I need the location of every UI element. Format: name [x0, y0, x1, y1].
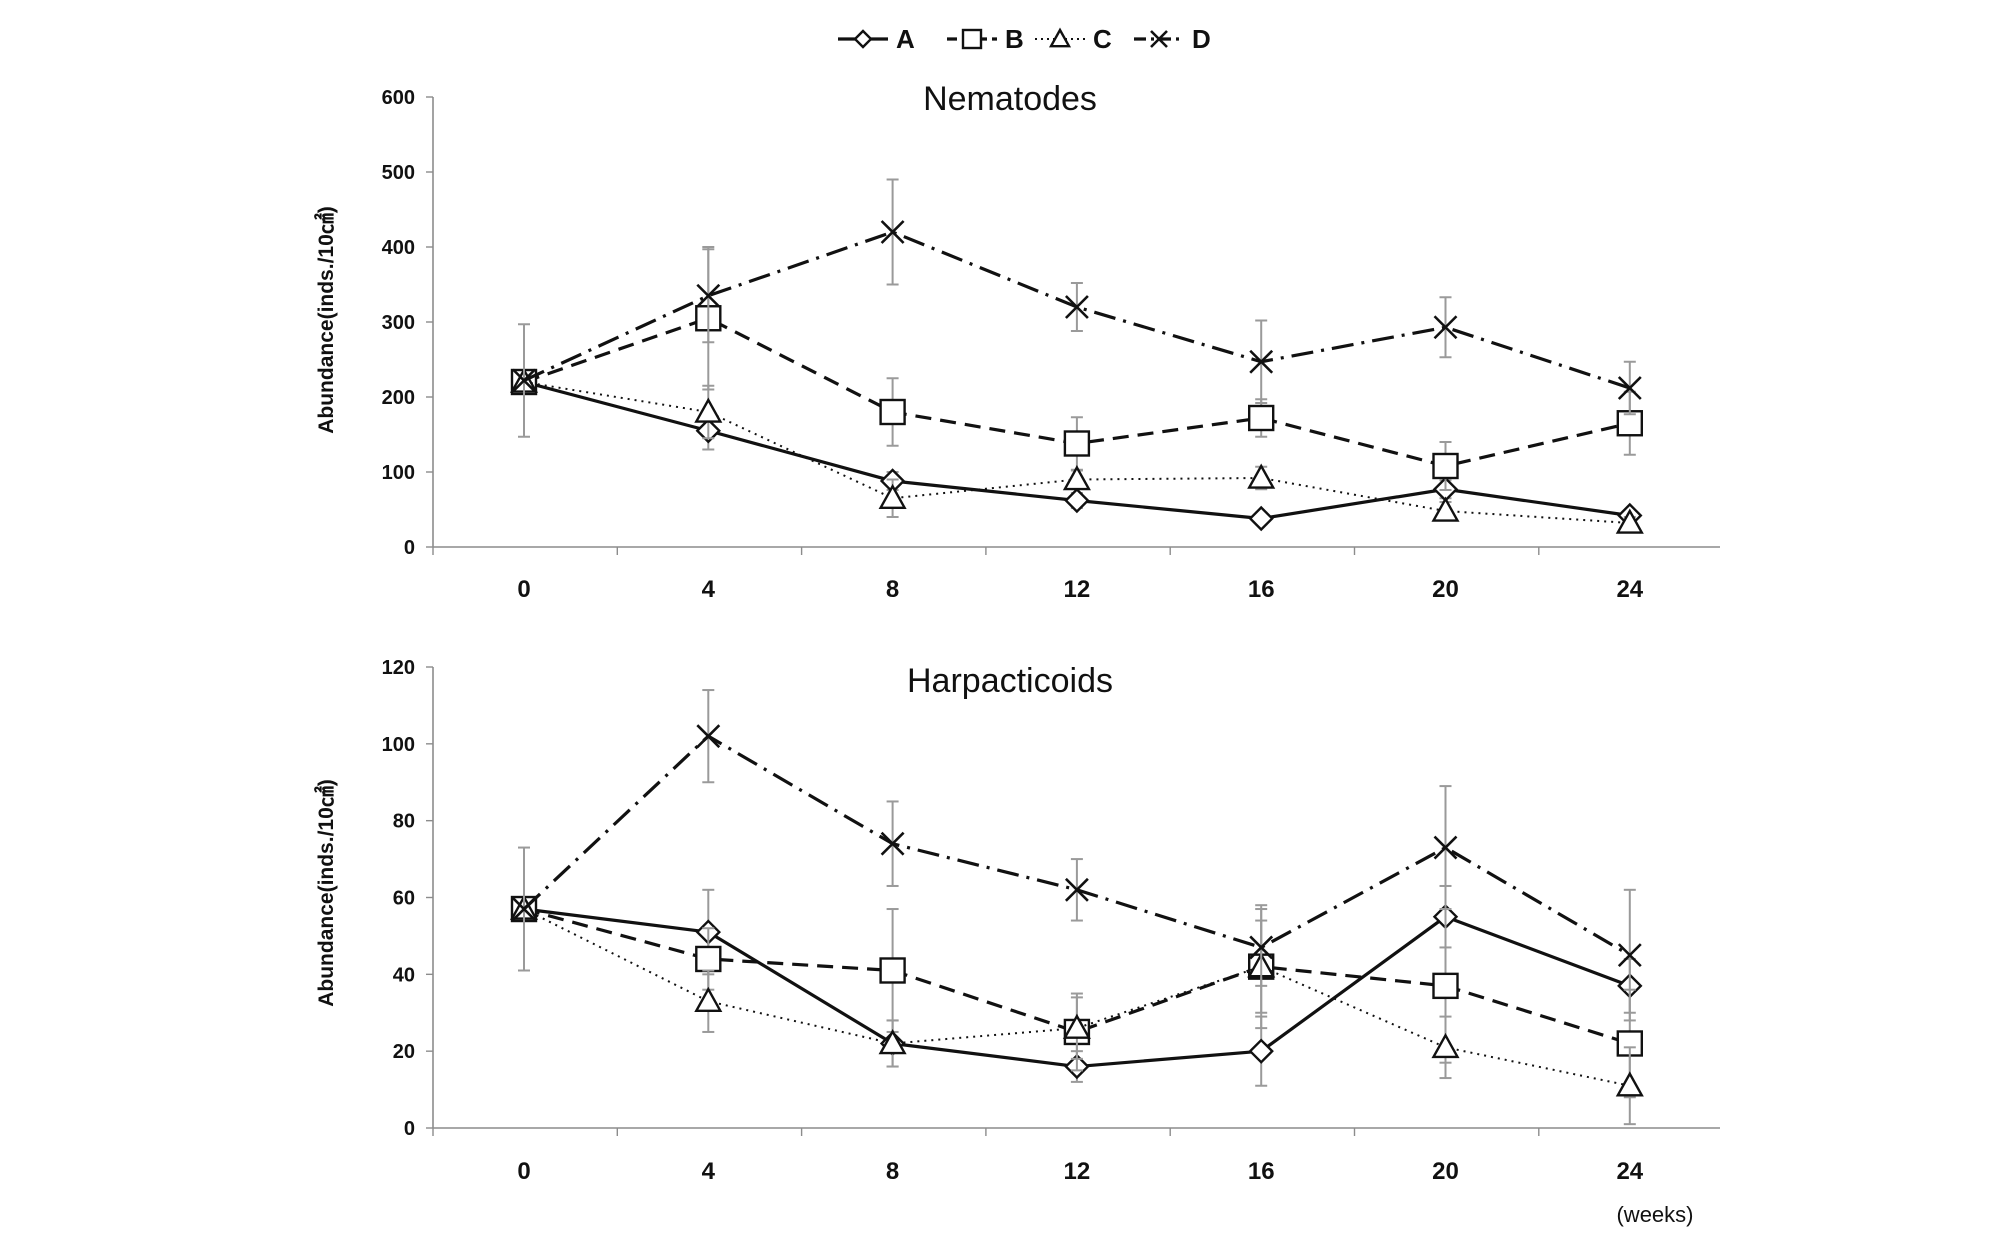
data-point: [879, 398, 906, 426]
legend-label: B: [1005, 24, 1024, 54]
data-point: [1615, 1071, 1644, 1097]
data-point: [880, 220, 905, 244]
x-tick-label: 24: [1616, 576, 1643, 603]
data-point: [694, 397, 723, 423]
y-tick-label: 60: [393, 888, 415, 910]
series-d: [512, 689, 1642, 1022]
y-tick-label: 0: [404, 537, 415, 559]
data-point: [1248, 505, 1274, 532]
x-tick-label: 12: [1064, 1158, 1091, 1185]
legend-item-a: A: [838, 24, 915, 54]
data-point: [1062, 1013, 1091, 1039]
y-tick-label: 80: [393, 811, 415, 833]
data-point: [512, 368, 536, 393]
legend-label: C: [1093, 24, 1112, 54]
y-tick-label: 300: [382, 312, 415, 334]
x-tick-label: 8: [886, 1158, 899, 1185]
data-point: [1431, 496, 1460, 522]
legend-item-d: D: [1134, 24, 1211, 54]
y-axis-label-nematodes: Abundance(inds./10㎠): [314, 206, 338, 434]
panel-title-harpacticoids: Harpacticoids: [907, 662, 1113, 700]
x-tick-label: 8: [886, 576, 899, 603]
data-point: [1247, 463, 1276, 489]
data-point: [1249, 349, 1274, 374]
x-tick-label: 4: [702, 1158, 716, 1185]
data-point: [1433, 315, 1458, 340]
x-tick-label: 16: [1248, 576, 1275, 603]
data-point: [1433, 835, 1458, 860]
y-tick-label: 40: [393, 964, 415, 986]
x-axis-unit-label: (weeks): [1616, 1202, 1693, 1227]
x-tick-label: 16: [1248, 1158, 1275, 1185]
legend: A B C D: [838, 24, 1211, 54]
y-tick-label: 0: [404, 1118, 415, 1140]
y-tick-label: 600: [382, 87, 415, 109]
data-point: [694, 986, 723, 1013]
nematodes-panel: Nematodes Abundance(inds./10㎠) 010020030…: [314, 80, 1720, 603]
legend-item-c: C: [1035, 24, 1112, 54]
x-tick-label: 4: [702, 576, 716, 603]
data-point: [1249, 935, 1274, 960]
y-tick-label: 400: [382, 237, 415, 259]
data-point: [1064, 487, 1090, 514]
data-point: [1248, 1038, 1274, 1064]
data-point: [1617, 376, 1642, 400]
legend-marker: [853, 29, 873, 49]
data-point: [878, 483, 907, 510]
data-point: [878, 1029, 907, 1055]
data-point: [1617, 943, 1642, 968]
data-point: [512, 897, 536, 921]
y-tick-label: 500: [382, 162, 415, 184]
x-tick-label: 12: [1064, 576, 1091, 603]
y-tick-label: 200: [382, 387, 415, 409]
y-tick-label: 20: [393, 1041, 415, 1063]
legend-marker: [1150, 30, 1168, 48]
y-axis-label-harpacticoids: Abundance(inds./10㎠): [314, 779, 338, 1007]
y-tick-label: 100: [382, 734, 415, 756]
legend-marker: [1048, 27, 1072, 48]
x-tick-label: 24: [1616, 1158, 1643, 1185]
data-point: [696, 724, 721, 749]
panel-title-nematodes: Nematodes: [923, 80, 1097, 118]
data-point: [1432, 972, 1459, 1000]
harpacticoids-panel: Harpacticoids Abundance(inds./10㎠) 02040…: [314, 657, 1720, 1185]
x-tick-label: 0: [517, 576, 530, 603]
series-c: [509, 367, 1644, 534]
x-tick-label: 20: [1432, 576, 1459, 603]
data-point: [1064, 295, 1089, 319]
data-point: [1432, 452, 1459, 480]
legend-item-b: B: [947, 24, 1024, 54]
series-d: [512, 178, 1642, 438]
data-point: [1064, 877, 1089, 902]
data-point: [1062, 465, 1091, 491]
data-point: [1431, 1032, 1460, 1059]
y-tick-label: 100: [382, 462, 415, 484]
series-c: [509, 894, 1644, 1126]
data-point: [1063, 430, 1091, 457]
data-point: [1615, 508, 1644, 534]
data-point: [696, 283, 721, 308]
y-tick-label: 120: [382, 657, 415, 679]
x-tick-label: 20: [1432, 1158, 1459, 1185]
legend-marker: [961, 28, 983, 50]
data-point: [695, 945, 722, 973]
data-point: [880, 831, 905, 856]
x-tick-label: 0: [517, 1158, 530, 1185]
legend-label: D: [1192, 24, 1211, 54]
legend-label: A: [896, 24, 915, 54]
data-point: [1247, 404, 1275, 432]
data-point: [879, 957, 906, 984]
